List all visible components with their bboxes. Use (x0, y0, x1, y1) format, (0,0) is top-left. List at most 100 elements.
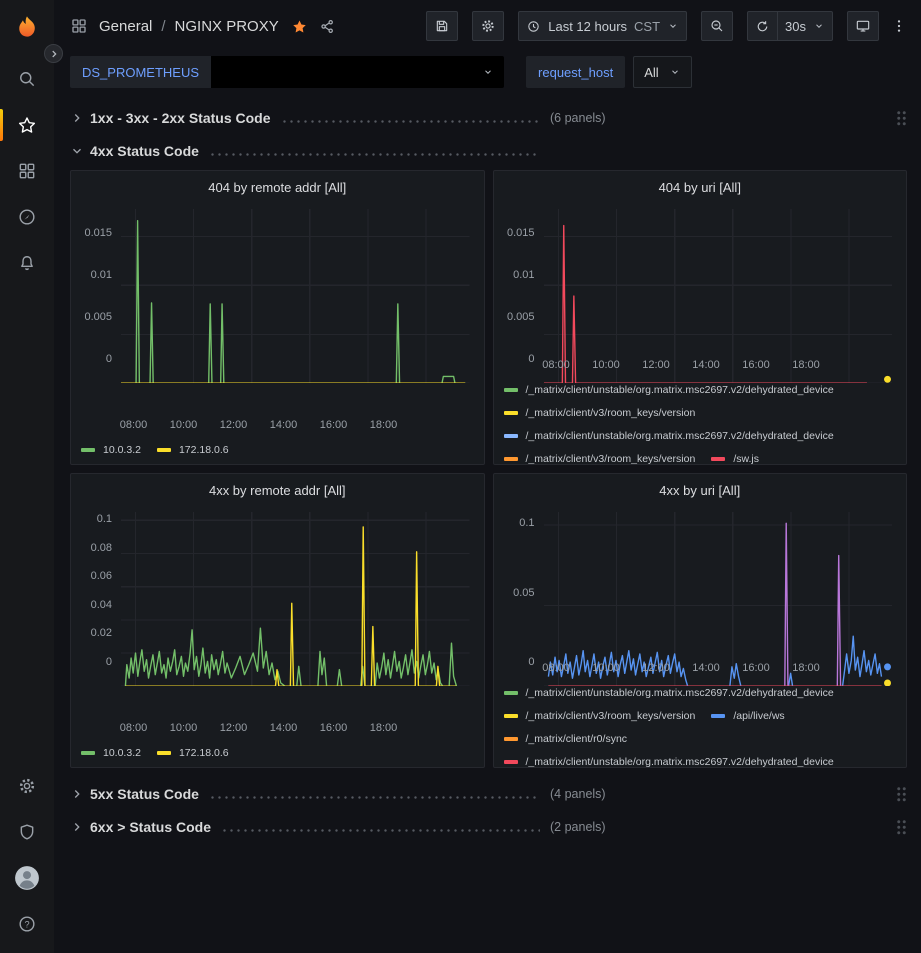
row-drag-handle[interactable] (896, 110, 907, 126)
sidebar-item-dashboards[interactable] (0, 148, 54, 194)
chart-area: 0 0.005 0.01 0.015 08:00 10:00 12:00 14:00 16:0… (502, 203, 899, 384)
chart-area: 0 0.02 0.04 0.06 0.08 0.1 08:00 10:00 12:00 14:0… (79, 506, 476, 738)
zoom-out-icon (711, 20, 723, 32)
time-range-picker[interactable]: Last 12 hours CST (518, 11, 688, 41)
x-tick-label: 14:00 (269, 419, 298, 431)
legend-item[interactable]: /_matrix/client/v3/room_keys/version (503, 447, 695, 464)
plot-svg[interactable] (543, 209, 893, 384)
chevron-right-icon (70, 820, 84, 834)
panel-4xx-by-remote-addr: 4xx by remote addr [All] 0 0.02 0.04 0.06 0.… (70, 473, 485, 768)
sidebar-item-alerting[interactable] (0, 240, 54, 286)
dashboard-settings-button[interactable] (472, 11, 505, 41)
y-tick-label: 0 (105, 656, 112, 668)
legend-item[interactable]: /_matrix/client/unstable/org.matrix.msc2… (503, 750, 834, 767)
sidebar-item-server-admin[interactable] (0, 809, 54, 855)
x-tick-label: 16:00 (319, 419, 348, 431)
sidebar-item-configuration[interactable] (0, 763, 54, 809)
plot-svg[interactable] (121, 512, 470, 687)
time-range-label: Last 12 hours (548, 18, 628, 34)
dashboard-row-6xx[interactable]: 6xx > Status Code (2 panels) (70, 813, 907, 841)
plot-svg[interactable] (543, 512, 893, 687)
legend-item[interactable]: /_matrix/client/r0/sync (503, 727, 627, 750)
refresh-dashboard-button[interactable] (747, 11, 779, 41)
compass-icon (19, 209, 35, 225)
kebab-menu-button[interactable] (891, 18, 907, 34)
save-dashboard-button[interactable] (426, 11, 459, 41)
request-host-picker[interactable]: All (633, 56, 692, 88)
legend-item[interactable]: 10.0.3.2 (81, 438, 141, 461)
refresh-interval-dropdown[interactable]: 30s (778, 11, 833, 41)
top-navbar: General / NGINX PROXY (54, 0, 921, 52)
x-tick-label: 12:00 (219, 419, 248, 431)
y-tick-label: 0.01 (513, 268, 535, 281)
row-left: 6xx > Status Code (70, 819, 550, 835)
refresh-icon (757, 20, 768, 31)
panel-header[interactable]: 404 by uri [All] (494, 171, 907, 203)
panel-404-by-uri: 404 by uri [All] 0 0.005 0.01 0.015 08:00 10… (492, 170, 907, 465)
variable-label-request-host: request_host (526, 56, 626, 88)
zoom-out-time-button[interactable] (701, 11, 734, 41)
legend-item[interactable]: 10.0.3.2 (81, 741, 141, 764)
legend-item[interactable]: /_matrix/client/unstable/org.matrix.msc2… (503, 681, 834, 704)
y-tick-label: 0 (528, 656, 535, 668)
x-axis: 08:00 10:00 12:00 14:00 16:00 18:00 (79, 718, 476, 738)
dashboard-row-4xx[interactable]: 4xx Status Code (70, 137, 907, 165)
legend-item[interactable]: /_matrix/client/unstable/org.matrix.msc2… (503, 424, 834, 447)
panel-404-by-remote-addr: 404 by remote addr [All] 0 0.005 0.01 0.015… (70, 170, 485, 465)
panel-header[interactable]: 404 by remote addr [All] (71, 171, 484, 203)
grafana-home-button[interactable] (0, 6, 54, 50)
x-tick-label: 10:00 (169, 419, 198, 431)
row-drag-handle[interactable] (896, 819, 907, 835)
breadcrumb-dashboard-title[interactable]: NGINX PROXY (174, 17, 279, 35)
legend-item[interactable]: 172.18.0.6 (156, 438, 229, 461)
panel-header[interactable]: 4xx by uri [All] (494, 474, 907, 506)
y-tick-label: 0.015 (84, 226, 112, 239)
sidebar-expand-button[interactable] (44, 44, 63, 63)
legend-item[interactable]: /_matrix/client/v3/room_keys/version (503, 704, 695, 727)
legend-swatch (503, 410, 518, 415)
sidebar-item-explore[interactable] (0, 194, 54, 240)
x-tick-label: 14:00 (692, 359, 720, 371)
legend-label: /sw.js (733, 452, 759, 465)
panel-header[interactable]: 4xx by remote addr [All] (71, 474, 484, 506)
row-drag-handle[interactable] (896, 786, 907, 802)
favorite-star-button[interactable] (288, 15, 311, 38)
legend-item[interactable]: /_matrix/client/unstable/org.matrix.msc2… (503, 378, 834, 401)
dotted-leader (280, 120, 540, 123)
y-tick-label: 0.005 (506, 310, 535, 323)
x-tick-label: 12:00 (642, 359, 670, 371)
x-tick-label: 18:00 (369, 419, 398, 431)
variable-datasource: DS_PROMETHEUS (70, 56, 505, 88)
x-tick-label: 14:00 (269, 722, 298, 734)
sidebar-item-search[interactable] (0, 56, 54, 102)
chevron-down-icon (669, 66, 681, 78)
dashboard-row-5xx[interactable]: 5xx Status Code (4 panels) (70, 780, 907, 808)
y-axis: 0 0.005 0.01 0.015 (502, 203, 540, 365)
legend-item[interactable]: /api/live/ws (711, 704, 785, 727)
y-tick-label: 0 (528, 353, 535, 365)
legend-swatch (503, 713, 518, 718)
legend-item[interactable]: /_matrix/client/v3/room_keys/version (503, 401, 696, 424)
datasource-picker[interactable] (211, 56, 505, 88)
y-axis: 0 0.05 0.1 (502, 506, 540, 668)
legend: 10.0.3.2 172.18.0.6 (81, 438, 474, 464)
panel-title: 4xx by remote addr [All] (208, 482, 346, 498)
x-tick-label: 16:00 (742, 359, 770, 371)
dashboard-canvas: 1xx - 3xx - 2xx Status Code (6 panels) 4… (54, 98, 921, 953)
plot-svg[interactable] (121, 209, 470, 384)
legend-label: /_matrix/client/unstable/org.matrix.msc2… (525, 383, 834, 396)
share-alt-icon (321, 19, 333, 33)
chart-area: 0 0.005 0.01 0.015 08:00 10:00 12:00 14:00 16:0… (79, 203, 476, 435)
legend-item[interactable]: /sw.js (711, 447, 759, 464)
sidebar-item-starred[interactable] (0, 102, 54, 148)
breadcrumb-section[interactable]: General (99, 17, 153, 35)
tv-view-mode-button[interactable] (847, 11, 879, 41)
legend-label: /_matrix/client/v3/room_keys/version (525, 406, 696, 419)
legend-item[interactable]: 172.18.0.6 (156, 741, 229, 764)
sidebar-item-profile[interactable] (0, 855, 54, 901)
legend-swatch (503, 433, 518, 438)
share-dashboard-button[interactable] (316, 15, 339, 38)
chevron-right-icon (70, 111, 84, 125)
sidebar-item-help[interactable]: ? (0, 901, 54, 947)
dashboard-row-1xx-3xx-2xx[interactable]: 1xx - 3xx - 2xx Status Code (6 panels) (70, 104, 907, 132)
